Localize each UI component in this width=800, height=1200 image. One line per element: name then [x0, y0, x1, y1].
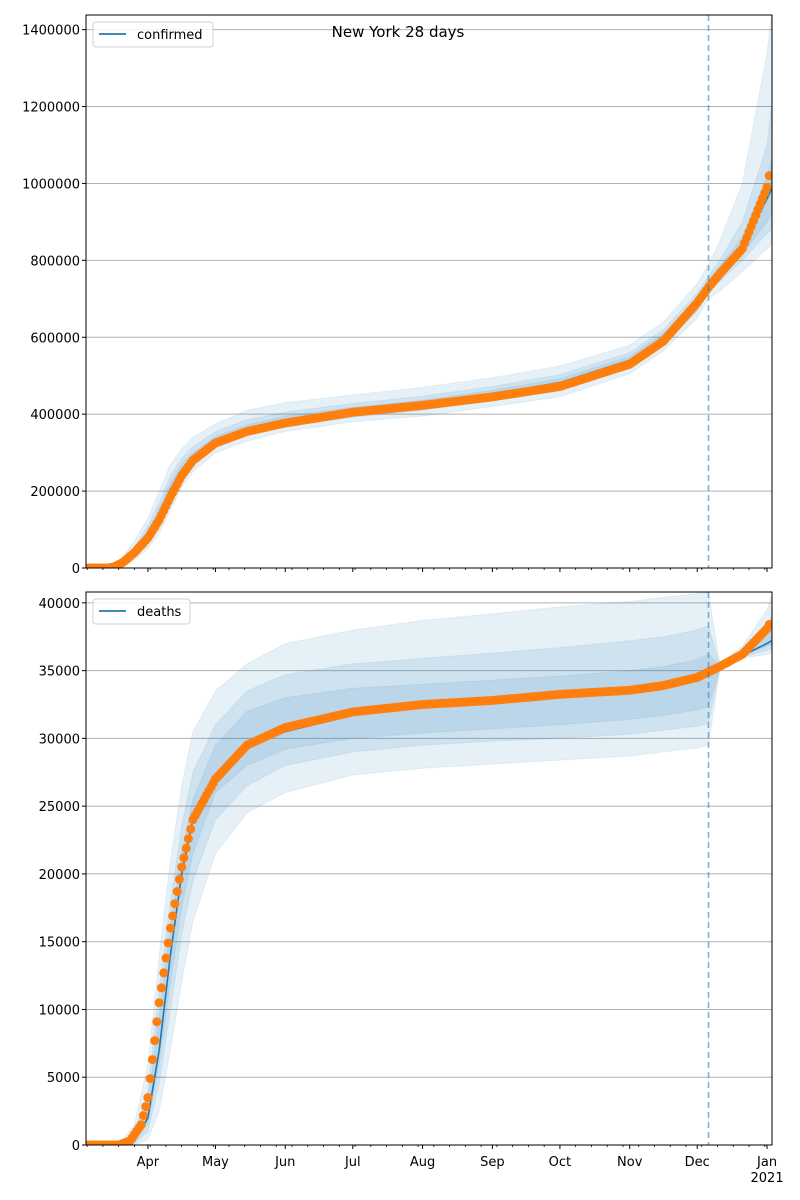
y-tick-label: 600000 — [30, 331, 80, 346]
observed-point — [181, 843, 191, 853]
legend-box — [92, 598, 191, 625]
observed-point — [159, 968, 169, 978]
x-tick-label: Jun — [274, 1155, 295, 1170]
observed-point — [141, 1102, 151, 1112]
legend-label: deaths — [137, 605, 182, 620]
observed-point — [136, 1120, 146, 1130]
observed-point — [138, 1111, 148, 1121]
observed-point — [165, 923, 175, 933]
observed-point — [186, 824, 196, 834]
x-tick-label: Jan — [756, 1155, 777, 1170]
observed-point — [762, 182, 772, 192]
y-tick-label: 800000 — [30, 254, 80, 269]
observed-point — [163, 938, 173, 948]
observed-point — [156, 983, 166, 993]
plot-area — [86, 15, 772, 568]
x-tick-label: Sep — [480, 1155, 505, 1170]
legend: deaths — [92, 598, 191, 625]
observed-point — [147, 1055, 157, 1065]
observed-point — [152, 1017, 162, 1027]
observed-point — [143, 1093, 153, 1103]
observed-point — [764, 620, 772, 629]
legend-label: confirmed — [137, 28, 203, 43]
x-tick-label: Oct — [549, 1155, 571, 1170]
axes-frame — [85, 591, 773, 1146]
y-tick-label: 0 — [72, 562, 80, 577]
y-tick-label: 20000 — [39, 868, 80, 883]
x-tick-label: May — [202, 1155, 229, 1170]
observed-point — [179, 853, 189, 863]
y-tick-label: 35000 — [39, 665, 80, 680]
observed-point — [168, 911, 178, 921]
y-tick-label: 400000 — [30, 408, 80, 423]
x-tick-label: Nov — [617, 1155, 643, 1170]
y-tick-label: 1400000 — [22, 24, 80, 39]
deaths-axes: 0 5000 10000 15000 20000 25000 30000 35000 40000… — [39, 591, 784, 1186]
y-tick-label: 0 — [72, 1139, 80, 1154]
legend: confirmed — [92, 21, 214, 48]
observed-point — [177, 862, 187, 872]
observed-point — [145, 1074, 155, 1084]
y-tick-label: 40000 — [39, 597, 80, 612]
y-tick-label: 25000 — [39, 800, 80, 815]
observed-point — [154, 998, 164, 1008]
observed-point — [764, 171, 772, 181]
legend-box — [92, 21, 214, 48]
axes-frame — [85, 14, 773, 569]
y-tick-label: 30000 — [39, 732, 80, 747]
y-tick-label: 15000 — [39, 936, 80, 951]
observed-point — [170, 899, 180, 909]
observed-point — [172, 887, 182, 896]
confirmed-axes: 0 200000 400000 600000 800000 1000000 1200000 1… — [22, 14, 773, 577]
x-tick-label: Aug — [410, 1155, 435, 1170]
observed-point — [174, 874, 184, 884]
y-tick-label: 10000 — [39, 1003, 80, 1018]
observed-point — [150, 1036, 160, 1046]
observed-point — [161, 953, 171, 963]
x-tick-label: Jul — [344, 1155, 361, 1170]
y-tick-label: 1200000 — [22, 101, 80, 116]
chart-title: New York 28 days — [332, 23, 465, 41]
y-tick-label: 200000 — [30, 485, 80, 500]
x-year-label: 2021 — [751, 1171, 784, 1186]
observed-point — [183, 834, 193, 844]
x-tick-label: Apr — [137, 1155, 160, 1170]
y-tick-label: 5000 — [47, 1071, 80, 1086]
y-tick-label: 1000000 — [22, 177, 80, 192]
x-tick-label: Dec — [685, 1155, 710, 1170]
